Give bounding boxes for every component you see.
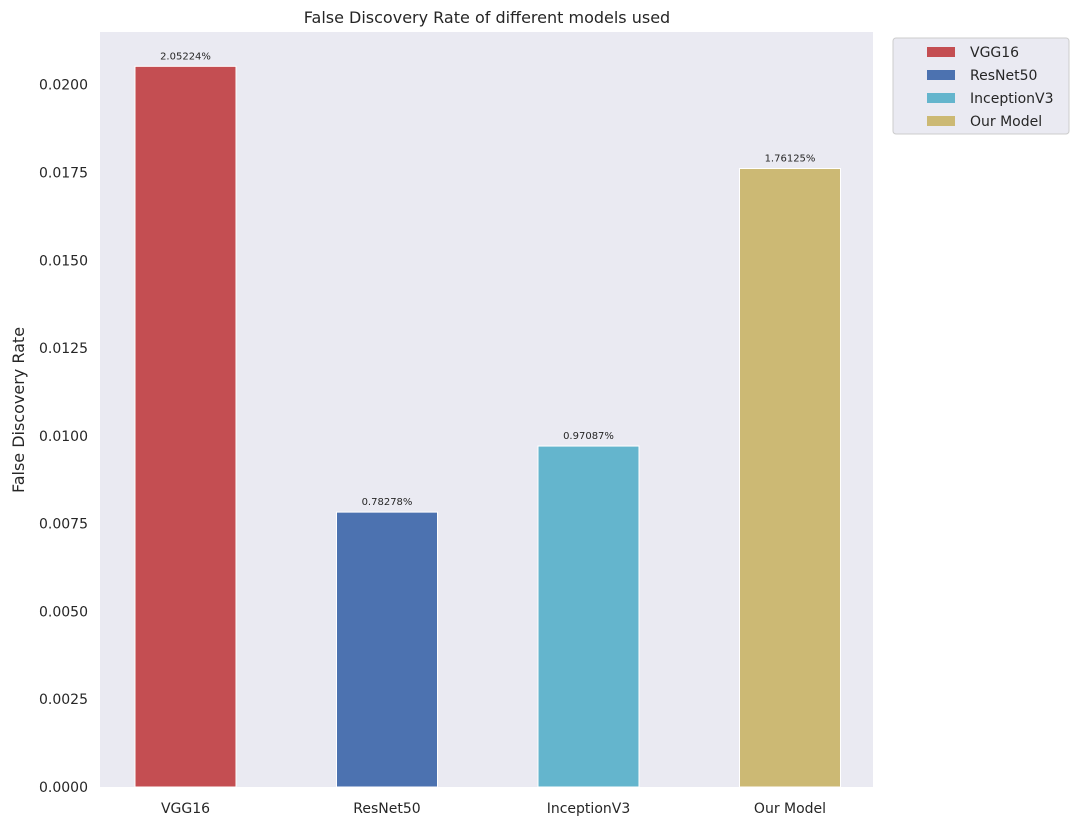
bars-layer [134,65,841,788]
data-label: 0.78278% [362,497,413,508]
y-tick-label: 0.0200 [39,78,88,94]
y-tick-label: 0.0000 [39,780,88,796]
legend-entry: Our Model [970,114,1042,130]
y-axis-label: False Discovery Rate [9,327,28,493]
bar-vgg16 [134,65,237,788]
data-label: 1.76125% [765,154,816,165]
legend-box [892,37,1070,135]
bar-inceptionv3 [537,445,640,788]
data-label: 0.97087% [563,431,614,442]
y-tick-label: 0.0100 [39,429,88,445]
bar-our-model [739,168,841,788]
x-tick-label: ResNet50 [353,801,420,817]
data-label: 2.05224% [160,51,211,62]
y-tick-label: 0.0025 [39,692,88,708]
chart-title: False Discovery Rate of different models… [304,8,670,27]
x-tick-label: VGG16 [161,801,210,817]
bar-resnet50 [336,511,438,788]
x-tick-label: InceptionV3 [547,801,631,817]
x-tick-label: Our Model [754,801,826,817]
y-tick-label: 0.0125 [39,341,88,357]
legend-swatch [927,93,955,103]
legend-entry: VGG16 [970,45,1019,61]
y-tick-label: 0.0175 [39,165,88,181]
legend: VGG16 ResNet50 InceptionV3 Our Model [892,37,1070,135]
y-axis-ticks: 0.0000 0.0025 0.0050 0.0075 0.0100 0.0125 0.01… [39,78,88,796]
legend-entry: ResNet50 [970,68,1037,84]
legend-entry: InceptionV3 [970,91,1054,107]
y-tick-label: 0.0050 [39,604,88,620]
legend-swatch [927,116,955,126]
y-tick-label: 0.0150 [39,253,88,269]
x-axis-ticks: VGG16 ResNet50 InceptionV3 Our Model [161,801,826,817]
legend-swatch [927,70,955,80]
y-tick-label: 0.0075 [39,517,88,533]
data-labels-layer: 2.05224% 0.78278% 0.97087% 1.76125% [160,51,815,508]
legend-swatch [927,47,955,57]
